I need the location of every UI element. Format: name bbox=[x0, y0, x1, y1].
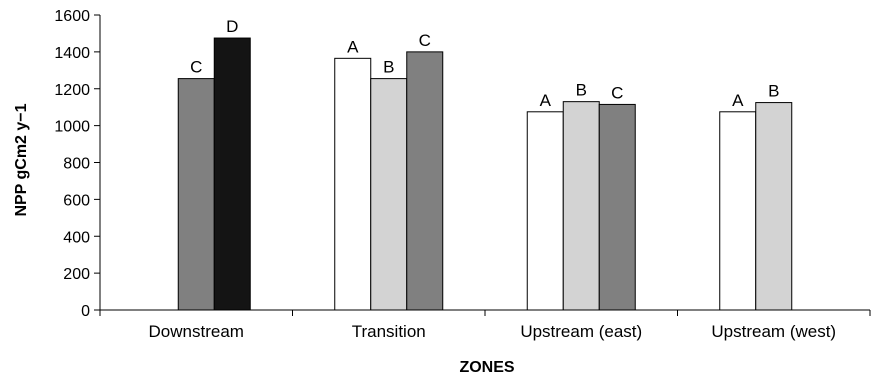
bar-letter-label: B bbox=[383, 58, 394, 77]
bar bbox=[719, 111, 757, 311]
bar-letter-label: B bbox=[768, 82, 779, 101]
bar bbox=[370, 78, 408, 311]
bars: C D A B C A B C A B bbox=[177, 17, 793, 311]
y-tick-label: 400 bbox=[63, 229, 90, 246]
y-tick-label: 600 bbox=[63, 192, 90, 209]
x-axis-title: ZONES bbox=[459, 359, 514, 376]
x-category-label: Transition bbox=[352, 322, 426, 341]
y-tick-label: 1400 bbox=[54, 45, 90, 62]
x-category-label: Upstream (east) bbox=[520, 322, 642, 341]
y-tick-label: 1600 bbox=[54, 8, 90, 25]
bar-letter-label: A bbox=[347, 37, 359, 56]
y-tick-label: 1000 bbox=[54, 119, 90, 136]
x-category-label: Downstream bbox=[149, 322, 244, 341]
bar bbox=[406, 51, 444, 311]
bar bbox=[562, 101, 600, 311]
y-axis: 0 200 400 600 800 1000 1200 1400 1600 bbox=[54, 8, 101, 320]
bar bbox=[598, 103, 636, 311]
bar-letter-label: A bbox=[732, 91, 744, 110]
bar bbox=[755, 102, 793, 311]
bar-letter-label: B bbox=[576, 81, 587, 100]
bar-letter-label: D bbox=[226, 17, 238, 36]
y-tick-label: 800 bbox=[63, 156, 90, 173]
bar bbox=[526, 111, 564, 311]
bar-letter-label: C bbox=[419, 31, 431, 50]
bar bbox=[177, 78, 215, 311]
y-axis-title: NPP gCm2 y−1 bbox=[13, 103, 30, 216]
y-tick-label: 200 bbox=[63, 266, 90, 283]
bar-letter-label: C bbox=[611, 83, 623, 102]
y-tick-label: 1200 bbox=[54, 82, 90, 99]
bar-letter-label: C bbox=[190, 58, 202, 77]
x-axis: Downstream Transition Upstream (east) Upstr… bbox=[99, 309, 871, 341]
y-tick-label: 0 bbox=[81, 303, 90, 320]
bar-letter-label: A bbox=[540, 91, 552, 110]
bar bbox=[213, 37, 251, 311]
x-category-label: Upstream (west) bbox=[711, 322, 836, 341]
bar bbox=[334, 57, 372, 311]
